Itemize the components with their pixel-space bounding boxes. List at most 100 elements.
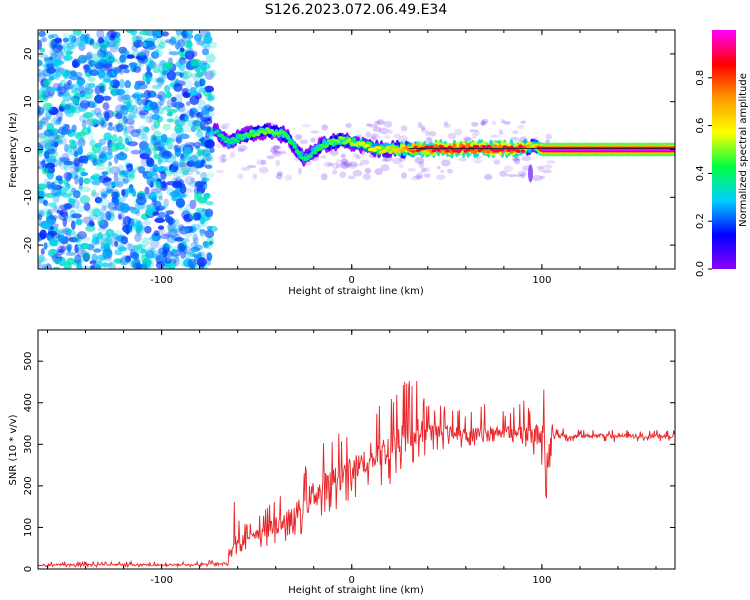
noise-blob xyxy=(181,108,188,115)
noise-blob xyxy=(193,33,203,42)
noise-blob xyxy=(75,218,83,226)
noise-blob xyxy=(166,142,174,150)
noise-blob xyxy=(174,39,182,50)
noise-blob xyxy=(47,230,58,236)
noise-blob xyxy=(185,30,193,36)
noise-blob xyxy=(284,174,293,181)
noise-blob xyxy=(275,173,283,180)
noise-blob xyxy=(418,161,425,168)
track-cell xyxy=(240,137,245,141)
spectrogram-y-tick-label: -20 xyxy=(23,237,34,253)
noise-blob xyxy=(347,175,356,180)
noise-blob xyxy=(152,135,158,142)
spectrogram-x-label: Height of straight line (km) xyxy=(288,286,424,297)
noise-blob xyxy=(54,258,61,265)
noise-blob xyxy=(38,152,42,158)
noise-blob xyxy=(383,120,393,128)
noise-blob xyxy=(500,119,506,124)
noise-blob xyxy=(327,162,334,167)
noise-blob xyxy=(183,79,193,89)
noise-blob xyxy=(79,195,90,205)
noise-blob xyxy=(129,248,136,258)
noise-blob xyxy=(161,179,166,189)
noise-blob xyxy=(44,263,53,269)
noise-blob xyxy=(70,71,78,78)
noise-blob xyxy=(77,243,83,250)
noise-blob xyxy=(92,53,103,63)
noise-blob xyxy=(65,50,73,56)
track-cell xyxy=(340,136,345,140)
colorbar-tick-label: 0.6 xyxy=(695,118,706,134)
noise-blob xyxy=(105,235,113,246)
noise-blob xyxy=(180,71,189,81)
noise-blob xyxy=(190,73,197,78)
track-cell xyxy=(388,150,393,154)
noise-blob xyxy=(184,114,190,122)
noise-blob xyxy=(118,266,128,269)
noise-blob xyxy=(192,253,202,258)
noise-blob xyxy=(70,220,76,231)
noise-blob xyxy=(92,42,100,49)
noise-blob xyxy=(49,248,57,257)
noise-blob xyxy=(43,150,50,159)
noise-blob xyxy=(83,34,89,45)
noise-blob xyxy=(161,181,167,189)
noise-blob xyxy=(179,72,184,78)
noise-blob xyxy=(151,195,157,203)
noise-blob xyxy=(144,225,152,234)
noise-blob xyxy=(136,219,143,230)
noise-blob xyxy=(150,51,160,59)
noise-blob xyxy=(151,250,161,260)
noise-blob xyxy=(520,172,526,179)
noise-blob xyxy=(178,244,187,252)
noise-blob xyxy=(44,162,56,169)
noise-blob xyxy=(218,156,224,160)
noise-blob xyxy=(113,198,119,206)
noise-blob xyxy=(107,209,115,218)
noise-blob xyxy=(272,145,280,153)
noise-blob xyxy=(144,57,154,67)
noise-blob xyxy=(175,168,183,175)
noise-blob xyxy=(74,149,80,157)
noise-blob xyxy=(179,258,185,267)
noise-blob xyxy=(172,166,178,177)
noise-blob xyxy=(91,236,100,245)
noise-blob xyxy=(88,219,95,226)
noise-blob xyxy=(364,167,372,174)
noise-blob xyxy=(332,162,340,170)
noise-blob xyxy=(195,170,201,175)
noise-blob xyxy=(129,218,140,227)
noise-blob xyxy=(173,82,183,92)
noise-blob xyxy=(196,257,207,267)
noise-blob xyxy=(65,243,73,251)
noise-blob xyxy=(107,126,115,131)
figure-title: S126.2023.072.06.49.E34 xyxy=(265,2,448,18)
noise-blob xyxy=(46,62,54,69)
noise-blob xyxy=(47,144,58,155)
noise-blob xyxy=(195,130,204,138)
noise-blob xyxy=(200,159,206,164)
noise-blob xyxy=(176,192,188,199)
noise-blob xyxy=(416,171,424,179)
track-cell xyxy=(429,145,434,149)
noise-blob xyxy=(101,171,109,176)
noise-blob xyxy=(447,132,457,140)
noise-blob xyxy=(82,216,93,224)
noise-blob xyxy=(425,167,430,172)
noise-blob xyxy=(117,196,126,203)
noise-blob xyxy=(237,173,244,180)
noise-blob xyxy=(88,214,99,220)
noise-blob xyxy=(181,88,190,93)
noise-blob xyxy=(93,248,102,253)
noise-blob xyxy=(345,122,352,128)
noise-blob xyxy=(276,171,283,176)
noise-blob xyxy=(178,133,190,140)
noise-blob xyxy=(205,156,211,161)
noise-blob xyxy=(129,122,135,129)
noise-blob xyxy=(137,203,149,211)
noise-blob xyxy=(203,120,209,130)
noise-blob xyxy=(184,232,193,238)
noise-blob xyxy=(110,181,120,188)
noise-blob xyxy=(141,194,151,200)
